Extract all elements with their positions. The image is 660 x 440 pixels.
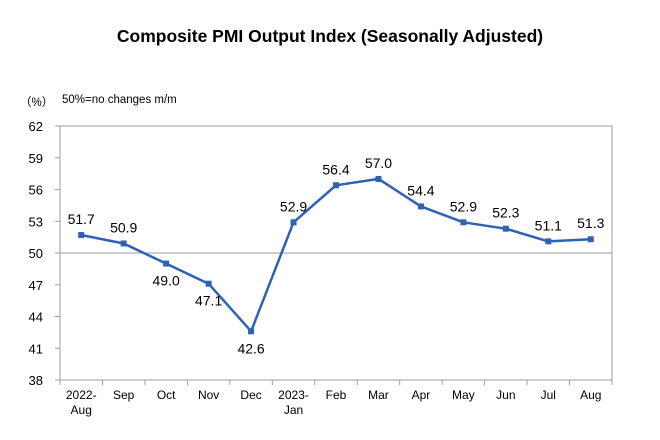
data-point (545, 238, 552, 245)
x-tick-label: Dec (240, 388, 261, 402)
x-tick-label: Aug (580, 388, 601, 402)
data-point (375, 175, 382, 182)
y-tick-label: 62 (29, 119, 43, 134)
y-tick-label: 44 (29, 310, 43, 325)
y-tick-label: 41 (29, 341, 43, 356)
data-point (502, 225, 509, 232)
data-label: 51.1 (535, 217, 562, 233)
series-line (80, 177, 591, 333)
data-point (248, 328, 255, 335)
x-tick-label: Nov (198, 388, 219, 402)
data-label: 52.9 (450, 198, 477, 214)
data-point (163, 260, 170, 267)
data-point (417, 203, 424, 210)
data-label: 50.9 (110, 219, 137, 235)
y-tick-label: 53 (29, 214, 43, 229)
x-tick-label: Sep (113, 388, 135, 402)
data-point (120, 240, 127, 247)
x-tick-label: Apr (412, 388, 431, 402)
chart-title: Composite PMI Output Index (Seasonally A… (116, 26, 544, 46)
data-point (78, 232, 85, 239)
data-label: 51.7 (68, 211, 95, 227)
data-label: 56.4 (322, 161, 349, 177)
x-tick-label: Mar (368, 388, 389, 402)
data-label: 49.0 (153, 273, 180, 289)
chart-note: 50%=no changes m/m (62, 94, 177, 106)
x-tick-label: May (452, 388, 475, 402)
data-label: 52.3 (492, 205, 519, 221)
data-label: 57.0 (365, 155, 392, 171)
data-label: 52.9 (280, 198, 307, 214)
data-point (290, 219, 297, 226)
y-unit-label: （%） (20, 97, 54, 109)
data-label: 54.4 (407, 182, 434, 198)
y-tick-label: 59 (29, 151, 43, 166)
data-point (205, 280, 212, 287)
data-point (587, 236, 594, 243)
y-tick-label: 50 (29, 246, 43, 261)
y-tick-label: 47 (29, 278, 43, 293)
x-tick-label: Jun (496, 388, 515, 402)
data-label: 51.3 (577, 215, 604, 231)
data-label: 42.6 (237, 340, 264, 356)
x-tick-label: Oct (157, 388, 176, 402)
data-point (333, 182, 339, 189)
x-tick-label: 2023-Jan (278, 388, 309, 417)
x-tick-label: 2022-Aug (66, 388, 97, 417)
y-tick-label: 56 (29, 183, 43, 198)
x-tick-label: Jul (541, 388, 556, 402)
y-tick-label: 38 (29, 373, 43, 388)
data-point (460, 219, 467, 226)
data-label: 47.1 (195, 293, 222, 309)
x-tick-label: Feb (326, 388, 347, 402)
